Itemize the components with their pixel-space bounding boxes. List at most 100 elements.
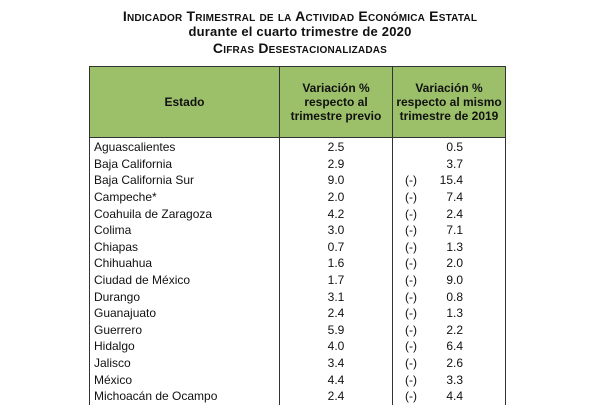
negative-marker: (-) <box>405 173 417 188</box>
header-annual-change: Variación % respecto al mismo trimestre … <box>392 66 506 138</box>
table-row: Campeche* 2.0 (-) 7.4 <box>89 188 506 206</box>
negative-marker: (-) <box>405 273 417 288</box>
annual-change-value: 9.0 <box>446 273 463 288</box>
table-header-row: Estado Variación % respecto al trimestre… <box>89 66 506 138</box>
cell-state: México <box>89 371 280 388</box>
activity-table: Estado Variación % respecto al trimestre… <box>89 66 506 405</box>
annual-change-value: 0.5 <box>446 140 463 155</box>
cell-quarterly-change: 3.1 <box>279 288 393 305</box>
table-row: Baja California Sur 9.0 (-) 15.4 <box>89 172 506 189</box>
cell-quarterly-change: 1.7 <box>279 271 393 289</box>
annual-change-value: 7.4 <box>446 190 463 205</box>
title-line-1: Indicador Trimestral de la Actividad Eco… <box>122 8 478 24</box>
negative-marker: (-) <box>405 372 417 387</box>
cell-quarterly-change: 2.4 <box>279 304 393 322</box>
header-state: Estado <box>89 66 280 138</box>
negative-marker: (-) <box>405 306 417 321</box>
cell-annual-change: (-) 3.3 <box>392 371 506 388</box>
cell-quarterly-change: 2.9 <box>279 155 393 173</box>
cell-quarterly-change: 4.4 <box>279 371 393 388</box>
cell-state: Guerrero <box>89 321 280 339</box>
cell-annual-change: (-) 4.4 <box>392 387 506 405</box>
document-title-block: Indicador Trimestral de la Actividad Eco… <box>0 8 600 56</box>
cell-annual-change: (-) 2.6 <box>392 354 506 372</box>
cell-state: Baja California Sur <box>89 172 280 189</box>
cell-annual-change: (-) 2.4 <box>392 205 506 222</box>
cell-state: Baja California <box>89 155 280 173</box>
cell-quarterly-change: 4.0 <box>279 338 393 355</box>
table-row: Aguascalientes 2.5 0.5 <box>89 137 506 156</box>
table-row: México 4.4 (-) 3.3 <box>89 371 506 388</box>
cell-state: Guanajuato <box>89 304 280 322</box>
annual-change-value: 0.8 <box>446 289 463 304</box>
cell-annual-change: (-) 1.3 <box>392 304 506 322</box>
cell-annual-change: (-) 0.8 <box>392 288 506 305</box>
cell-quarterly-change: 2.4 <box>279 387 393 405</box>
cell-state: Jalisco <box>89 354 280 372</box>
title-line-2: durante el cuarto trimestre de 2020 <box>188 24 412 39</box>
annual-change-value: 15.4 <box>439 173 463 188</box>
table-row: Guerrero 5.9 (-) 2.2 <box>89 321 506 339</box>
negative-marker: (-) <box>405 356 417 371</box>
cell-annual-change: (-) 7.4 <box>392 188 506 206</box>
cell-quarterly-change: 9.0 <box>279 172 393 189</box>
cell-quarterly-change: 3.0 <box>279 221 393 239</box>
annual-change-value: 2.6 <box>446 356 463 371</box>
cell-state: Coahuila de Zaragoza <box>89 205 280 222</box>
cell-annual-change: (-) 2.0 <box>392 255 506 272</box>
table-row: Baja California 2.9 3.7 <box>89 155 506 173</box>
cell-state: Campeche* <box>89 188 280 206</box>
table-row: Coahuila de Zaragoza 4.2 (-) 2.4 <box>89 205 506 222</box>
cell-quarterly-change: 4.2 <box>279 205 393 222</box>
annual-change-value: 2.0 <box>446 256 463 271</box>
cell-state: Durango <box>89 288 280 305</box>
table-row: Ciudad de México 1.7 (-) 9.0 <box>89 271 506 289</box>
cell-annual-change: (-) 9.0 <box>392 271 506 289</box>
negative-marker: (-) <box>405 389 417 404</box>
cell-state: Aguascalientes <box>89 137 280 156</box>
cell-quarterly-change: 1.6 <box>279 255 393 272</box>
table-row: Michoacán de Ocampo 2.4 (-) 4.4 <box>89 387 506 405</box>
annual-change-value: 1.3 <box>446 239 463 254</box>
cell-state: Chihuahua <box>89 255 280 272</box>
table-row: Chihuahua 1.6 (-) 2.0 <box>89 255 506 272</box>
cell-annual-change: (-) 15.4 <box>392 172 506 189</box>
cell-annual-change: 0.5 <box>392 137 506 156</box>
annual-change-value: 2.4 <box>446 206 463 221</box>
negative-marker: (-) <box>405 206 417 221</box>
cell-annual-change: (-) 2.2 <box>392 321 506 339</box>
cell-annual-change: (-) 1.3 <box>392 238 506 256</box>
annual-change-value: 3.7 <box>446 156 463 171</box>
table-row: Guanajuato 2.4 (-) 1.3 <box>89 304 506 322</box>
table-row: Jalisco 3.4 (-) 2.6 <box>89 354 506 372</box>
negative-marker: (-) <box>405 190 417 205</box>
cell-annual-change: 3.7 <box>392 155 506 173</box>
annual-change-value: 6.4 <box>446 339 463 354</box>
cell-quarterly-change: 2.5 <box>279 137 393 156</box>
header-quarterly-change: Variación % respecto al trimestre previo <box>279 66 393 138</box>
table-row: Durango 3.1 (-) 0.8 <box>89 288 506 305</box>
cell-state: Colima <box>89 221 280 239</box>
annual-change-value: 1.3 <box>446 306 463 321</box>
negative-marker: (-) <box>405 322 417 337</box>
title-line-3: Cifras Desestacionalizadas <box>212 40 388 56</box>
negative-marker: (-) <box>405 223 417 238</box>
negative-marker: (-) <box>405 289 417 304</box>
cell-state: Ciudad de México <box>89 271 280 289</box>
table-row: Chiapas 0.7 (-) 1.3 <box>89 238 506 256</box>
negative-marker: (-) <box>405 339 417 354</box>
cell-quarterly-change: 3.4 <box>279 354 393 372</box>
cell-state: Hidalgo <box>89 338 280 355</box>
cell-annual-change: (-) 7.1 <box>392 221 506 239</box>
table-row: Hidalgo 4.0 (-) 6.4 <box>89 338 506 355</box>
cell-quarterly-change: 2.0 <box>279 188 393 206</box>
table-body: Aguascalientes 2.5 0.5 Baja California 2.9 3.… <box>89 137 506 405</box>
annual-change-value: 2.2 <box>446 322 463 337</box>
annual-change-value: 3.3 <box>446 372 463 387</box>
cell-quarterly-change: 0.7 <box>279 238 393 256</box>
negative-marker: (-) <box>405 256 417 271</box>
cell-state: Michoacán de Ocampo <box>89 387 280 405</box>
table-row: Colima 3.0 (-) 7.1 <box>89 221 506 239</box>
cell-annual-change: (-) 6.4 <box>392 338 506 355</box>
cell-state: Chiapas <box>89 238 280 256</box>
